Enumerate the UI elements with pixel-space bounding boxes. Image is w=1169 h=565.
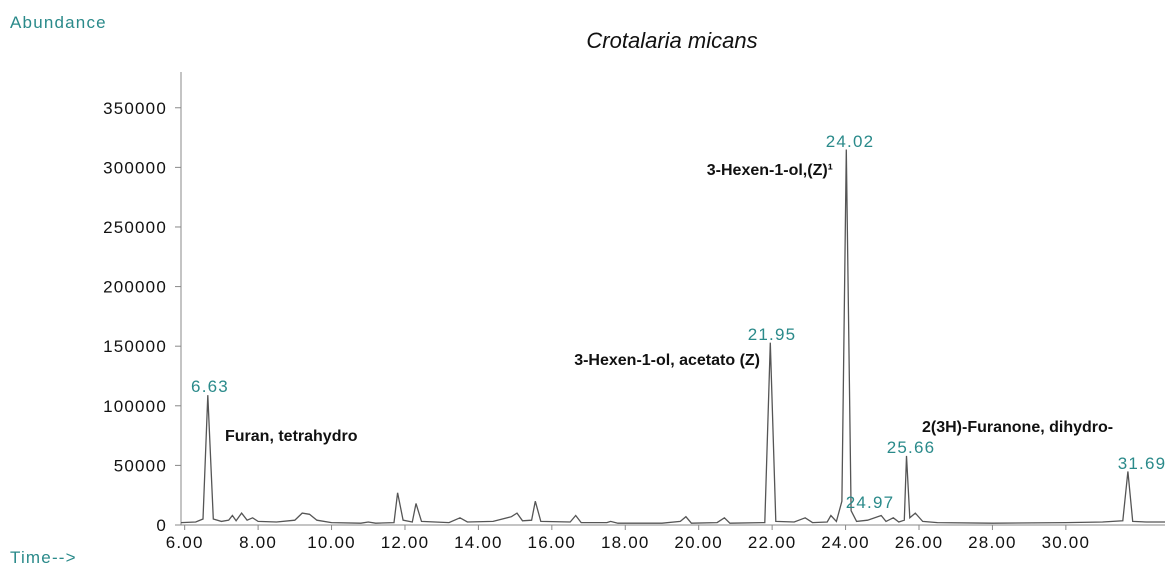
x-tick-label: 10.00 (307, 533, 356, 552)
y-tick-label: 50000 (114, 456, 167, 475)
x-tick-label: 18.00 (601, 533, 650, 552)
peak-label: 24.97 (846, 493, 895, 512)
y-tick-label: 100000 (103, 397, 167, 416)
compound-label: 3-Hexen-1-ol, acetato (Z) (574, 352, 760, 369)
compound-label: 3-Hexen-1-ol,(Z)¹ (707, 162, 833, 179)
x-tick-label: 30.00 (1042, 533, 1091, 552)
peak-label: 25.66 (887, 438, 936, 457)
peak-label: 31.69 (1118, 454, 1167, 473)
peak-label: 21.95 (748, 325, 797, 344)
x-tick-label: 6.00 (166, 533, 204, 552)
x-tick-label: 16.00 (528, 533, 577, 552)
y-tick-label: 350000 (103, 99, 167, 118)
y-tick-label: 300000 (103, 158, 167, 177)
x-axis-label: Time--> (10, 548, 77, 565)
x-tick-label: 8.00 (239, 533, 277, 552)
peak-label: 24.02 (826, 132, 875, 151)
x-tick-label: 22.00 (748, 533, 797, 552)
x-tick-label: 12.00 (381, 533, 430, 552)
compound-label: Furan, tetrahydro (225, 428, 358, 445)
y-axis-label: Abundance (10, 13, 107, 32)
chromatogram-trace (180, 149, 1165, 524)
y-tick-label: 250000 (103, 218, 167, 237)
peak-label: 6.63 (191, 377, 229, 396)
y-tick-label: 0 (156, 516, 167, 535)
compound-label: 2(3H)-Furanone, dihydro- (922, 419, 1113, 436)
x-tick-label: 20.00 (674, 533, 723, 552)
x-tick-label: 24.00 (821, 533, 870, 552)
y-tick-label: 200000 (103, 278, 167, 297)
x-tick-label: 26.00 (895, 533, 944, 552)
x-tick-label: 14.00 (454, 533, 503, 552)
chart-title: Crotalaria micans (586, 28, 757, 53)
y-tick-label: 150000 (103, 337, 167, 356)
x-tick-label: 28.00 (968, 533, 1017, 552)
